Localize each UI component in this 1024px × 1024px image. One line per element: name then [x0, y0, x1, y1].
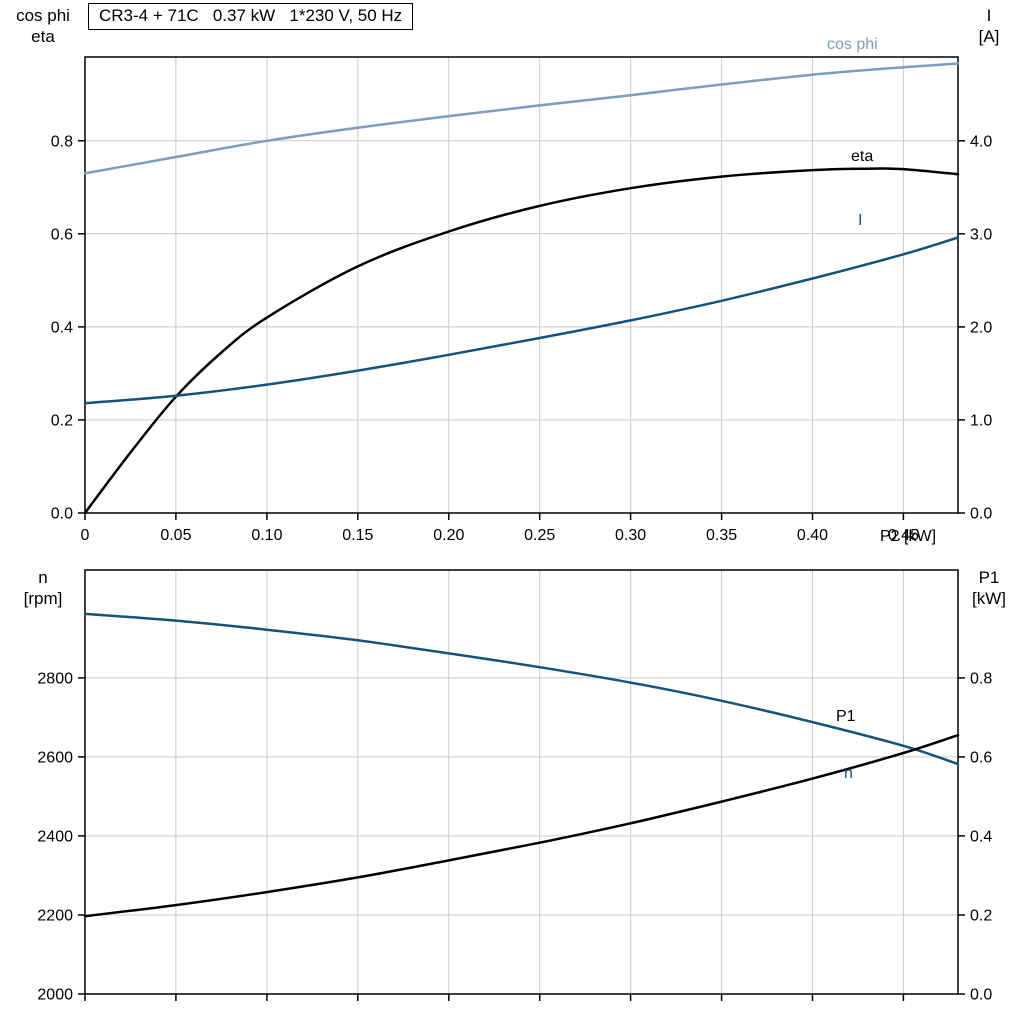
- svg-text:0.2: 0.2: [970, 908, 992, 925]
- svg-text:0.0: 0.0: [51, 506, 73, 523]
- svg-text:0.8: 0.8: [970, 670, 992, 687]
- svg-text:0: 0: [81, 527, 90, 544]
- svg-text:0.20: 0.20: [433, 527, 464, 544]
- p1-axis-unit: [kW]: [972, 589, 1006, 608]
- svg-text:4.0: 4.0: [970, 133, 992, 150]
- svg-text:0.35: 0.35: [706, 527, 737, 544]
- svg-text:0.30: 0.30: [615, 527, 646, 544]
- svg-text:0.10: 0.10: [251, 527, 282, 544]
- x-axis-label: P2 [kW]: [880, 528, 937, 545]
- current-curve-label: I: [858, 212, 863, 229]
- bottom-right-axis-label: P1 [kW]: [960, 567, 1018, 609]
- svg-text:2000: 2000: [37, 987, 73, 1004]
- svg-text:0.0: 0.0: [970, 987, 992, 1004]
- current-axis-title: I: [986, 6, 992, 25]
- svg-text:2600: 2600: [37, 749, 73, 766]
- svg-text:0.8: 0.8: [51, 133, 73, 150]
- svg-text:0.45: 0.45: [888, 527, 919, 544]
- speed-curve-label: n: [844, 765, 853, 782]
- svg-text:1.0: 1.0: [970, 412, 992, 429]
- top-left-axis-label: cos phi eta: [6, 5, 80, 47]
- eta-axis-title: eta: [31, 27, 55, 46]
- svg-text:0.40: 0.40: [797, 527, 828, 544]
- svg-text:0.2: 0.2: [51, 412, 73, 429]
- svg-text:2200: 2200: [37, 908, 73, 925]
- eta-curve-label: eta: [851, 148, 874, 165]
- svg-text:0.0: 0.0: [970, 506, 992, 523]
- svg-text:0.05: 0.05: [160, 527, 191, 544]
- svg-text:3.0: 3.0: [970, 226, 992, 243]
- current-axis-unit: [A]: [978, 27, 1000, 46]
- bottom-left-axis-label: n [rpm]: [6, 567, 80, 609]
- svg-text:0.6: 0.6: [970, 749, 992, 766]
- svg-text:0.4: 0.4: [51, 319, 73, 336]
- svg-text:0.15: 0.15: [342, 527, 373, 544]
- speed-axis-title: n: [38, 568, 48, 587]
- chart-title-box: CR3-4 + 71C 0.37 kW 1*230 V, 50 Hz: [88, 3, 414, 30]
- top-right-axis-label: I [A]: [960, 5, 1018, 47]
- p1-curve-label: P1: [836, 708, 856, 725]
- svg-text:2400: 2400: [37, 828, 73, 845]
- svg-text:0.25: 0.25: [524, 527, 555, 544]
- cos-phi-curve-label: cos phi: [827, 36, 878, 53]
- svg-text:2.0: 2.0: [970, 319, 992, 336]
- p1-axis-title: P1: [978, 568, 1000, 587]
- speed-axis-unit: [rpm]: [23, 589, 63, 608]
- svg-text:0.4: 0.4: [970, 828, 992, 845]
- svg-text:0.6: 0.6: [51, 226, 73, 243]
- cos-phi-axis-title: cos phi: [16, 6, 70, 25]
- svg-text:2800: 2800: [37, 670, 73, 687]
